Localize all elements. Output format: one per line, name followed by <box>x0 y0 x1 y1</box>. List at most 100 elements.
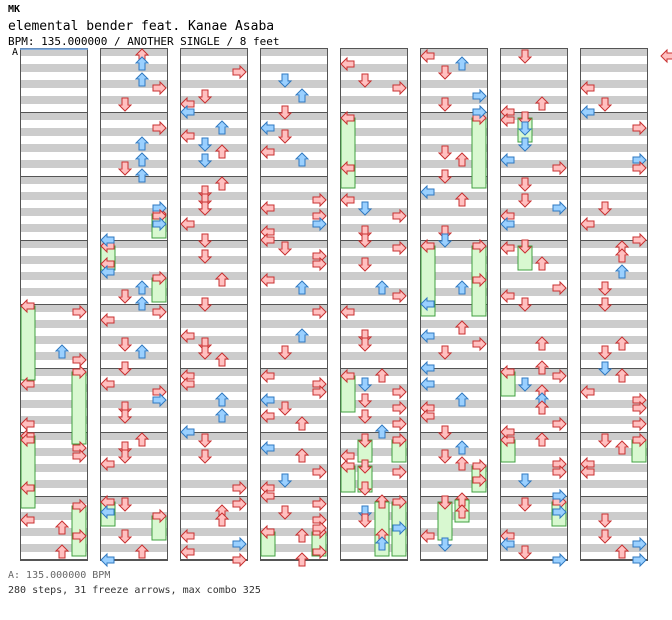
beat-stripe <box>500 448 568 456</box>
column-border <box>180 48 248 560</box>
beat-stripe <box>580 128 648 136</box>
beat-stripe <box>180 528 248 536</box>
beat-stripe <box>500 256 568 264</box>
beat-stripe <box>180 320 248 328</box>
step-arrow <box>232 536 247 552</box>
beat-stripe <box>500 288 568 296</box>
beat-stripe <box>100 464 168 472</box>
beat-stripe <box>100 336 168 344</box>
step-arrow <box>437 169 453 184</box>
beat-stripe <box>180 272 248 280</box>
beat-stripe <box>420 432 488 440</box>
step-arrow <box>420 360 435 376</box>
step-arrow <box>357 409 373 424</box>
step-arrow <box>517 177 533 192</box>
beat-stripe <box>340 448 408 456</box>
beat-stripe <box>500 208 568 216</box>
step-arrow <box>420 238 435 254</box>
freeze-arrow-body <box>340 465 356 493</box>
beat-stripe <box>340 224 408 232</box>
beat-stripe <box>260 288 328 296</box>
step-arrow <box>597 513 613 528</box>
beat-stripe <box>260 144 328 152</box>
step-arrow <box>552 488 567 504</box>
beat-stripe <box>100 144 168 152</box>
step-arrow <box>214 392 230 407</box>
beat-stripe <box>500 480 568 488</box>
step-arrow <box>500 240 515 256</box>
beat-stripe <box>180 144 248 152</box>
beat-stripe <box>500 432 568 440</box>
column-border <box>260 48 328 560</box>
step-arrow <box>294 448 310 463</box>
freeze-arrow-body <box>260 531 276 557</box>
step-arrow <box>534 432 550 447</box>
step-arrow <box>437 97 453 112</box>
step-arrow <box>260 272 275 288</box>
beat-stripe <box>180 48 248 56</box>
step-arrow <box>180 544 195 560</box>
step-arrow <box>392 464 407 480</box>
beat-stripe <box>340 368 408 376</box>
beat-stripe <box>340 320 408 328</box>
beat-stripe <box>260 544 328 552</box>
beat-stripe <box>180 464 248 472</box>
step-arrow <box>614 544 630 559</box>
step-arrow <box>517 473 533 488</box>
step-arrow <box>437 145 453 160</box>
beat-stripe <box>20 160 88 168</box>
step-arrow <box>357 257 373 272</box>
step-arrow <box>437 449 453 464</box>
beat-stripe <box>20 272 88 280</box>
beat-stripe <box>580 256 648 264</box>
step-arrow <box>632 536 647 552</box>
step-arrow <box>632 232 647 248</box>
beat-stripe <box>20 512 88 520</box>
step-arrow <box>134 72 150 87</box>
beat-stripe <box>340 64 408 72</box>
beat-stripe <box>420 448 488 456</box>
beat-stripe <box>260 272 328 280</box>
step-arrow <box>260 392 275 408</box>
beat-stripe <box>580 224 648 232</box>
step-arrow <box>420 408 435 424</box>
step-arrow <box>260 232 275 248</box>
beat-stripe <box>500 496 568 504</box>
beat-stripe <box>100 352 168 360</box>
step-arrow <box>614 336 630 351</box>
beat-stripe <box>420 512 488 520</box>
beat-stripe <box>20 208 88 216</box>
beat-stripe <box>500 416 568 424</box>
step-arrow <box>632 400 647 416</box>
step-arrow <box>312 496 327 512</box>
step-arrow <box>260 488 275 504</box>
step-arrow <box>197 137 213 152</box>
beat-stripe <box>500 272 568 280</box>
beat-stripe <box>100 304 168 312</box>
beat-stripe <box>20 400 88 408</box>
stats-footer: 280 steps, 31 freeze arrows, max combo 3… <box>8 585 261 596</box>
step-arrow <box>180 216 195 232</box>
step-arrow <box>614 264 630 279</box>
step-arrow <box>357 73 373 88</box>
beat-stripe <box>180 496 248 504</box>
step-arrow <box>312 192 327 208</box>
beat-stripe <box>420 96 488 104</box>
step-arrow <box>420 528 435 544</box>
column-border <box>500 48 568 560</box>
beat-stripe <box>260 512 328 520</box>
step-arrow <box>374 536 390 551</box>
beat-stripe <box>340 512 408 520</box>
beat-stripe <box>180 80 248 88</box>
beat-stripe <box>500 192 568 200</box>
chart-column <box>100 48 168 561</box>
beat-stripe <box>340 432 408 440</box>
beat-stripe <box>500 224 568 232</box>
step-arrow <box>552 464 567 480</box>
beat-stripe <box>580 272 648 280</box>
beat-stripe <box>420 144 488 152</box>
step-arrow <box>374 280 390 295</box>
freeze-arrow-body <box>500 371 516 397</box>
step-arrow <box>312 544 327 560</box>
step-arrow <box>597 297 613 312</box>
